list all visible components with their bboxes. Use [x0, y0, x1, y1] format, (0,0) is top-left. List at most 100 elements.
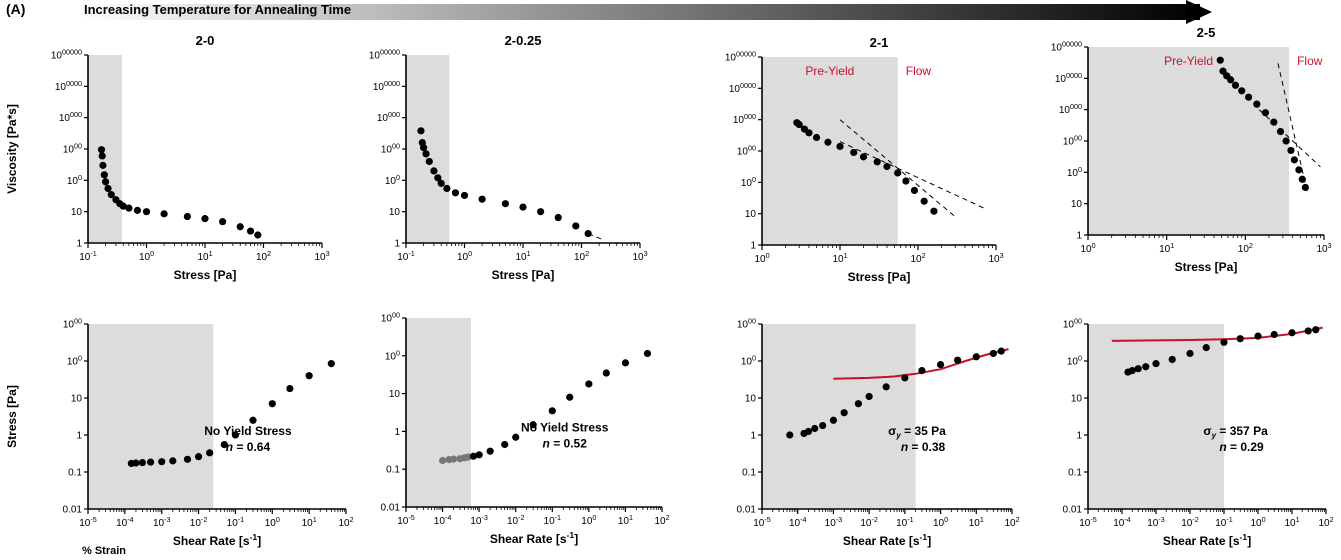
data-point — [902, 177, 910, 185]
x-tick-label: 102 — [338, 515, 353, 529]
x-tick-label: 10-4 — [434, 513, 452, 527]
y-tick-label: 1 — [394, 239, 400, 250]
data-point — [1216, 56, 1224, 64]
x-tick-label: 100 — [457, 249, 472, 263]
shaded-region — [88, 324, 214, 509]
annotation-pre-yield: Pre-Yield — [805, 64, 854, 78]
data-point — [219, 218, 227, 226]
data-point — [286, 384, 294, 393]
y-tick-label: 1000000 — [1051, 40, 1082, 54]
data-point — [183, 212, 191, 221]
data-point — [97, 146, 106, 154]
shaded-region — [406, 55, 450, 243]
data-point — [812, 133, 821, 142]
data-point — [1261, 109, 1270, 117]
data-point — [475, 451, 483, 459]
data-point — [920, 197, 928, 205]
panel-caption: Increasing Temperature for Annealing Tim… — [84, 2, 351, 17]
data-point — [246, 227, 255, 235]
y-tick-label: 100 — [1067, 165, 1082, 179]
data-point — [602, 369, 610, 377]
x-tick-label: 101 — [969, 515, 984, 529]
data-point — [989, 349, 997, 358]
x-tick-label: 10-3 — [825, 515, 843, 529]
x-tick-label: 102 — [654, 513, 669, 527]
data-point — [420, 144, 428, 152]
x-axis-label: Stress [Pa] — [1175, 260, 1238, 274]
x-tick-label: 10-4 — [789, 515, 807, 529]
annotation-yield: No Yield Stress — [204, 424, 292, 438]
data-point — [451, 189, 460, 197]
data-point — [249, 416, 257, 424]
chart-title: 2-5 — [1197, 25, 1216, 40]
y-tick-label: 1000 — [737, 144, 756, 158]
data-point — [854, 400, 862, 408]
x-tick-label: 101 — [515, 249, 530, 263]
y-tick-label: 0.1 — [742, 468, 756, 479]
temperature-arrow-head — [1186, 0, 1212, 24]
y-tick-label: 10 — [745, 394, 757, 405]
data-point — [1270, 118, 1278, 126]
data-point — [1186, 349, 1194, 358]
y-tick-label: 1 — [750, 431, 756, 442]
data-point — [1312, 326, 1320, 334]
data-point — [621, 359, 630, 367]
data-point — [584, 229, 592, 238]
data-point — [1220, 338, 1228, 346]
data-point — [1254, 332, 1262, 340]
y-tick-label: 100 — [741, 354, 756, 368]
data-point — [1238, 87, 1246, 95]
data-point — [1298, 175, 1306, 183]
data-point — [417, 127, 425, 135]
chart-title: 2-0 — [196, 33, 215, 48]
x-axis-label: Stress [Pa] — [848, 270, 911, 284]
data-point — [1304, 327, 1312, 335]
data-point — [107, 191, 115, 199]
data-point — [1168, 355, 1176, 364]
data-point — [1270, 330, 1278, 339]
data-point — [519, 203, 527, 211]
data-point — [305, 372, 313, 380]
data-point — [1288, 329, 1296, 337]
y-tick-label: 10000 — [1059, 102, 1082, 116]
data-point — [811, 424, 819, 433]
data-point — [1301, 183, 1309, 192]
annotation-yield: σy = 357 Pa — [1203, 424, 1268, 440]
x-tick-label: 10-1 — [1215, 515, 1233, 529]
annotation-n: n = 0.52 — [543, 436, 588, 450]
data-point — [194, 453, 203, 461]
shaded-region — [406, 318, 472, 507]
chart-title: 2-1 — [870, 35, 889, 50]
data-point — [840, 409, 848, 417]
y-tick-label: 1 — [76, 239, 82, 250]
data-point — [464, 453, 472, 461]
data-point — [529, 421, 537, 429]
data-point — [99, 161, 107, 169]
x-tick-label: 100 — [754, 251, 769, 265]
x-tick-label: 100 — [1080, 241, 1095, 255]
data-point — [437, 179, 445, 187]
x-tick-label: 10-5 — [79, 515, 97, 529]
data-point — [1287, 146, 1295, 155]
shaded-region — [762, 324, 916, 509]
chart-3: 1 10 100 1000 10000 100000 1000000 100 101 102 103… — [725, 35, 1004, 284]
x-axis-label: Shear Rate [s-1] — [843, 532, 931, 548]
x-tick-label: 103 — [314, 249, 329, 263]
data-point — [1290, 156, 1298, 164]
x-tick-label: 10-4 — [1113, 515, 1131, 529]
x-tick-label: 10-2 — [1181, 515, 1199, 529]
data-point — [1276, 127, 1285, 136]
annotation-pre-yield: Pre-Yield — [1164, 54, 1213, 68]
y-tick-label: 100000 — [55, 79, 82, 93]
y-tick-label: 1000 — [63, 142, 82, 156]
x-tick-label: 102 — [910, 251, 925, 265]
data-point — [443, 184, 451, 193]
y-tick-label: 100000 — [1055, 71, 1082, 85]
data-point — [883, 162, 891, 171]
y-tick-label: 10000 — [733, 112, 756, 126]
chart-6: 0.01 0.1 1 10 100 1000 10-5 10-4 10-3 10-2 10-1 100… — [381, 311, 670, 547]
data-point — [1295, 166, 1303, 174]
y-tick-label: 100 — [1067, 354, 1082, 368]
y-tick-label: 1 — [1076, 231, 1082, 242]
